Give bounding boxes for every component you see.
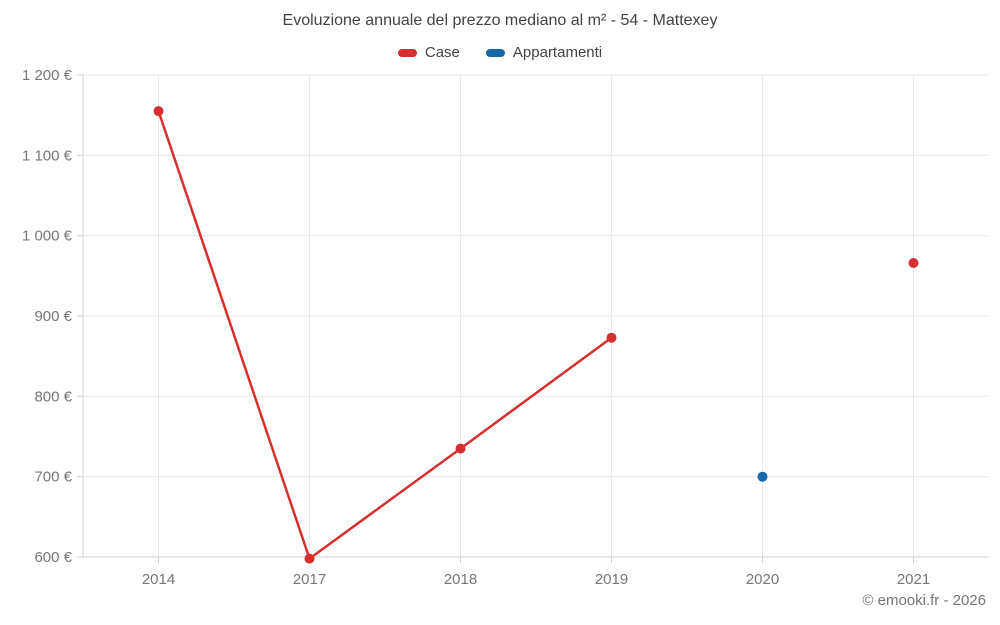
data-point-case-2014[interactable] xyxy=(153,106,164,117)
y-tick-label: 700 € xyxy=(34,469,72,486)
legend-item-case[interactable]: Case xyxy=(397,44,460,61)
case-swatch-icon xyxy=(397,48,417,57)
legend-label-appartamenti: Appartamenti xyxy=(512,44,603,61)
x-tick-label: 2018 xyxy=(444,571,477,588)
data-point-case-2021[interactable] xyxy=(908,258,919,268)
x-tick-label: 2021 xyxy=(897,571,930,588)
data-point-case-2018[interactable] xyxy=(455,443,466,454)
appartamenti-swatch-icon xyxy=(485,48,505,57)
x-tick-label: 2014 xyxy=(142,571,175,588)
x-tick-label: 2017 xyxy=(293,571,326,588)
x-tick-label: 2020 xyxy=(746,571,779,588)
data-point-case-2019[interactable] xyxy=(606,332,617,343)
y-tick-label: 1 200 € xyxy=(22,67,73,84)
legend-label-case: Case xyxy=(424,44,460,61)
data-point-appartamenti-2020[interactable] xyxy=(757,471,768,482)
chart-legend: Case Appartamenti xyxy=(0,44,1000,61)
x-tick-label: 2019 xyxy=(595,571,628,588)
y-tick-label: 800 € xyxy=(34,388,72,405)
y-tick-label: 1 100 € xyxy=(22,147,73,164)
series-line-case xyxy=(159,111,914,558)
y-tick-label: 600 € xyxy=(34,549,72,566)
copyright-text: © emooki.fr - 2026 xyxy=(862,592,986,609)
y-tick-label: 1 000 € xyxy=(22,228,73,245)
chart-title: Evoluzione annuale del prezzo mediano al… xyxy=(282,12,718,29)
legend-item-appartamenti[interactable]: Appartamenti xyxy=(485,44,603,61)
y-tick-label: 900 € xyxy=(34,308,72,325)
data-point-case-2017[interactable] xyxy=(304,553,315,564)
